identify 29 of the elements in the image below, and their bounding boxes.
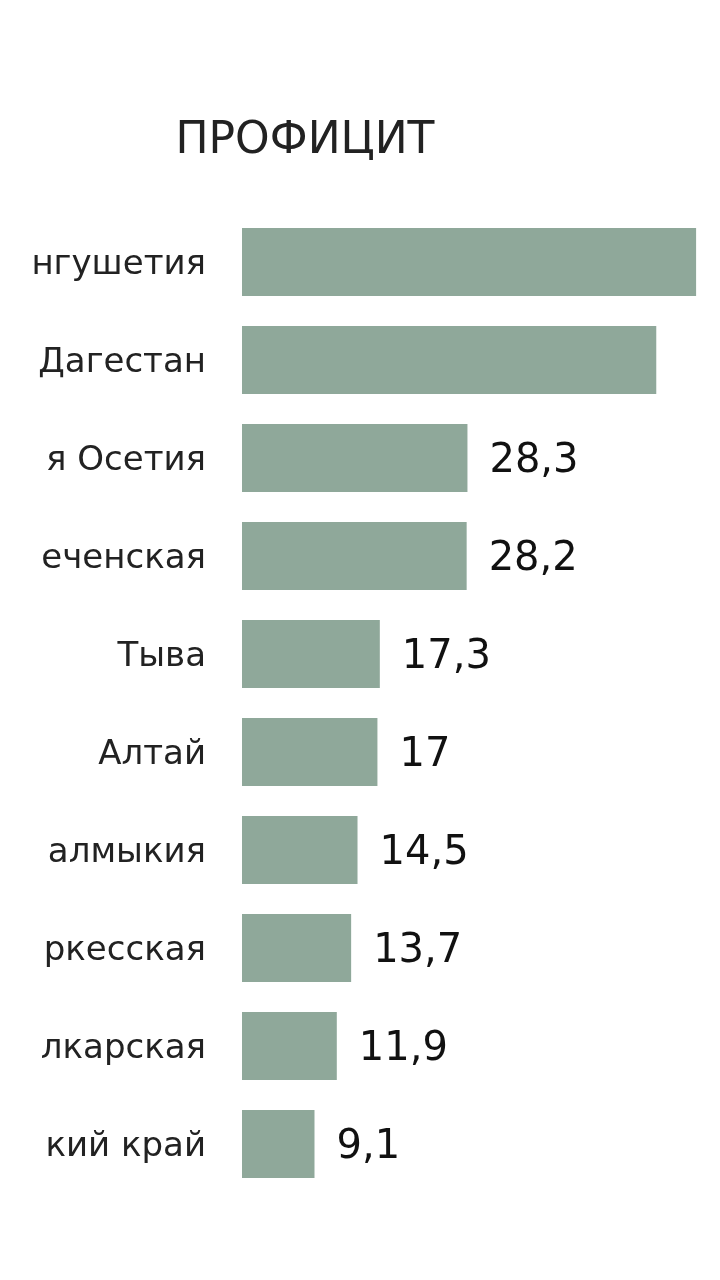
bar <box>242 914 352 982</box>
y-tick-label: Дагестан <box>38 340 206 380</box>
bar <box>242 1110 315 1178</box>
y-tick-label: нгушетия <box>31 242 206 282</box>
data-label: 11,9 <box>358 1023 448 1069</box>
bar <box>242 1012 337 1080</box>
data-label: 28,3 <box>489 435 579 481</box>
y-tick-label: еченская <box>41 536 206 576</box>
data-label: 28,2 <box>488 533 578 579</box>
data-label: 17,3 <box>401 631 491 677</box>
data-label: 9,1 <box>336 1121 401 1167</box>
data-label: 14,5 <box>379 827 469 873</box>
data-label: 13,7 <box>373 925 463 971</box>
data-label: 17 <box>399 729 451 775</box>
y-tick-label: ркесская <box>43 928 206 968</box>
bar <box>242 718 378 786</box>
y-tick-label: я Осетия <box>46 438 206 478</box>
y-tick-label: кий край <box>45 1124 206 1164</box>
y-tick-label: алмыкия <box>47 830 206 870</box>
bar <box>242 522 467 590</box>
chart-title: ПРОФИЦИТ <box>175 111 435 163</box>
bar <box>242 620 380 688</box>
bar <box>242 228 697 296</box>
bar <box>242 424 468 492</box>
y-tick-label: Алтай <box>98 732 206 772</box>
y-tick-label: лкарская <box>40 1026 206 1066</box>
bar <box>242 326 657 394</box>
y-tick-label: Тыва <box>116 634 206 674</box>
bar <box>242 816 358 884</box>
